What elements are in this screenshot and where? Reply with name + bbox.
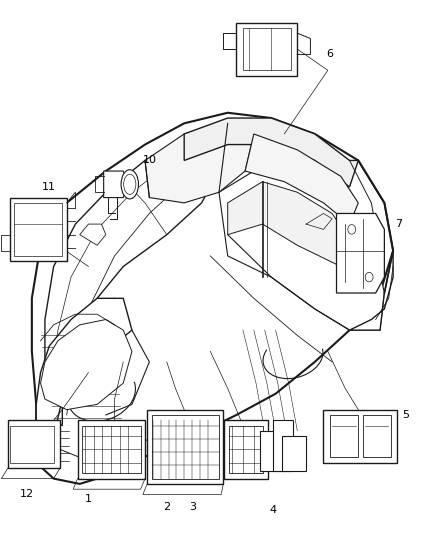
Text: 4: 4	[270, 505, 277, 515]
Polygon shape	[350, 251, 393, 330]
Text: 12: 12	[20, 489, 34, 499]
Text: 5: 5	[402, 410, 409, 420]
Bar	[323, 410, 397, 463]
Polygon shape	[104, 171, 125, 198]
Bar	[237, 22, 297, 76]
Bar	[260, 431, 284, 471]
Text: 3: 3	[189, 503, 196, 512]
Bar	[78, 420, 145, 479]
Bar	[10, 425, 53, 463]
Polygon shape	[219, 171, 385, 330]
Polygon shape	[32, 113, 393, 484]
Text: 7: 7	[395, 219, 403, 229]
Bar	[152, 415, 219, 479]
Polygon shape	[41, 319, 132, 410]
Polygon shape	[36, 298, 132, 468]
Polygon shape	[228, 182, 350, 266]
Polygon shape	[336, 214, 385, 293]
Bar	[224, 420, 268, 479]
Text: 1: 1	[85, 495, 92, 505]
Bar	[8, 420, 60, 468]
Bar	[147, 410, 223, 484]
Text: 10: 10	[143, 156, 157, 165]
Bar	[229, 425, 263, 473]
Polygon shape	[41, 150, 219, 425]
Ellipse shape	[121, 169, 138, 199]
Bar	[273, 420, 293, 471]
Polygon shape	[245, 134, 358, 224]
Text: 2: 2	[163, 503, 170, 512]
Bar	[282, 436, 306, 471]
Bar	[363, 415, 391, 457]
Bar	[82, 425, 141, 473]
Polygon shape	[80, 224, 106, 245]
Polygon shape	[184, 118, 358, 187]
Text: 6: 6	[326, 50, 333, 59]
Bar	[14, 203, 62, 256]
Polygon shape	[145, 123, 254, 203]
Bar	[330, 415, 358, 457]
Bar	[243, 28, 291, 70]
Text: 11: 11	[42, 182, 55, 192]
Bar	[10, 198, 67, 261]
